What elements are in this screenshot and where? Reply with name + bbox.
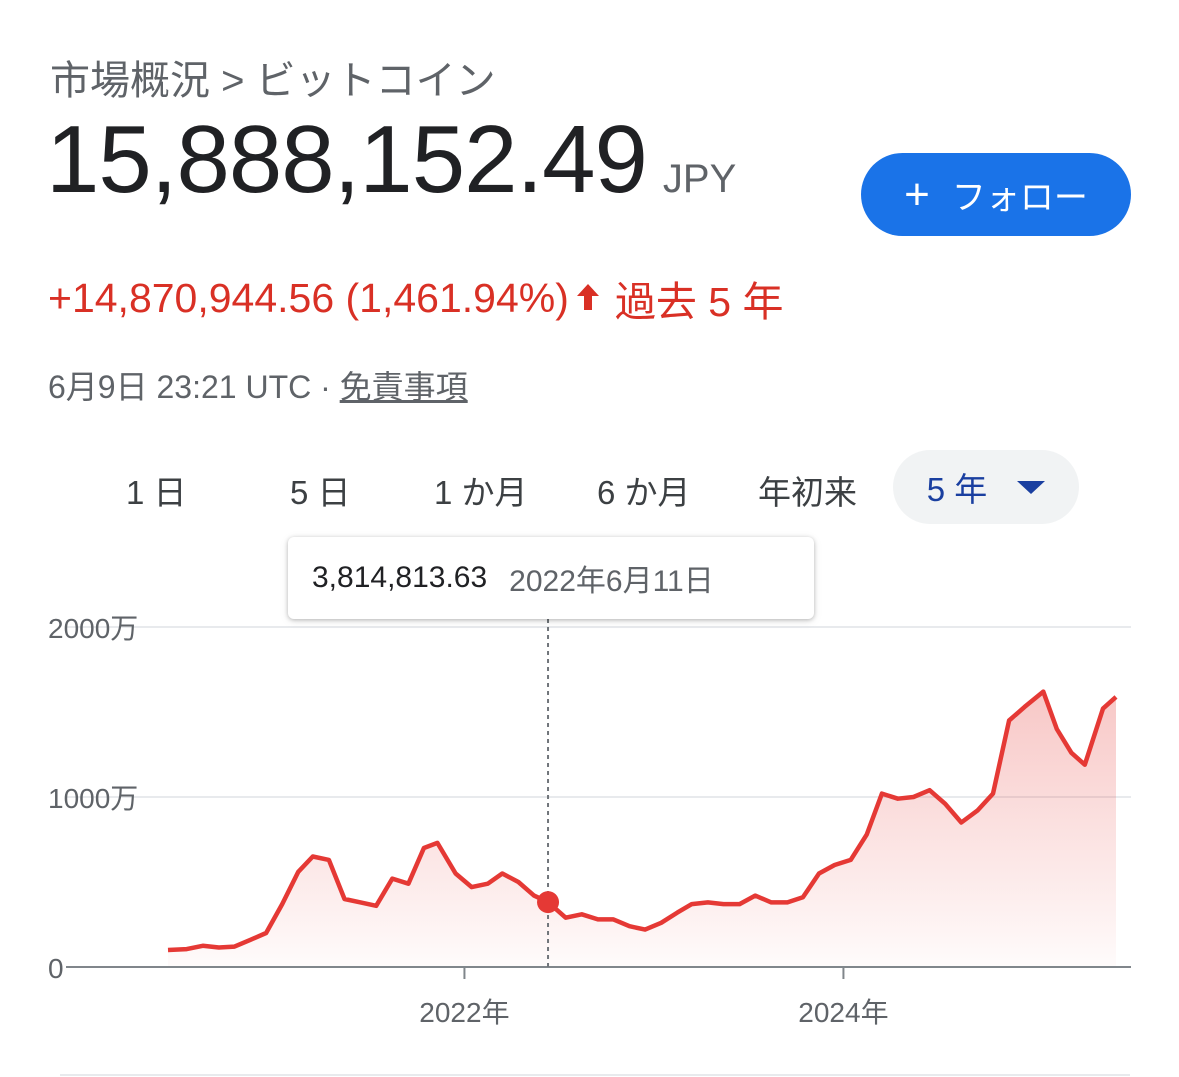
range-dropdown-5y[interactable]: 5 年 bbox=[893, 450, 1079, 524]
change-period: 過去 5 年 bbox=[614, 279, 784, 325]
tooltip-value: 3,814,813.63 bbox=[312, 561, 488, 594]
y-tick-label: 0 bbox=[48, 953, 64, 984]
price-change-row: +14,870,944.56 (1,461.94%) 過去 5 年 bbox=[48, 268, 783, 328]
follow-button-label: フォロー bbox=[951, 179, 1088, 217]
timestamp: 6月9日 23:21 UTC · bbox=[48, 369, 340, 405]
price-row: 15,888,152.49 JPY bbox=[46, 112, 736, 208]
current-price: 15,888,152.49 bbox=[46, 106, 648, 213]
price-line bbox=[167, 689, 1118, 953]
x-tick-label: 2022年 bbox=[419, 997, 509, 1028]
x-axis-ticks: 2022年 2024年 bbox=[419, 967, 889, 1028]
disclaimer-link[interactable]: 免責事項 bbox=[339, 369, 468, 405]
chart-gridlines bbox=[66, 626, 1131, 798]
y-axis-labels: 0 1000万 2000万 bbox=[48, 613, 138, 984]
range-tab-6m[interactable]: 6 か月 bbox=[597, 474, 691, 511]
arrow-up-icon bbox=[575, 275, 601, 322]
range-tab-ytd[interactable]: 年初来 bbox=[758, 474, 857, 511]
currency-label: JPY bbox=[662, 157, 737, 201]
highlight-point bbox=[537, 891, 560, 914]
x-tick-label: 2024年 bbox=[798, 997, 888, 1028]
range-tab-1m[interactable]: 1 か月 bbox=[434, 474, 528, 511]
range-selected-label: 5 年 bbox=[926, 471, 988, 508]
range-tab-1d[interactable]: 1 日 bbox=[126, 474, 187, 511]
dropdown-caret-icon bbox=[1017, 480, 1046, 494]
timestamp-row: 6月9日 23:21 UTC · 免責事項 bbox=[48, 362, 468, 408]
price-change: +14,870,944.56 (1,461.94%) bbox=[48, 274, 569, 321]
range-tab-5d[interactable]: 5 日 bbox=[290, 474, 351, 511]
plus-icon: + bbox=[904, 169, 930, 219]
breadcrumb[interactable]: 市場概況 > ビットコイン bbox=[50, 59, 496, 103]
y-tick-label: 1000万 bbox=[48, 783, 138, 814]
price-area bbox=[168, 691, 1116, 967]
follow-button[interactable]: + フォロー bbox=[861, 153, 1131, 236]
bottom-divider bbox=[60, 1074, 1130, 1076]
tooltip-date: 2022年6月11日 bbox=[509, 565, 714, 598]
chart-tooltip: 3,814,813.63 2022年6月11日 bbox=[288, 537, 814, 619]
y-tick-label: 2000万 bbox=[48, 613, 138, 644]
